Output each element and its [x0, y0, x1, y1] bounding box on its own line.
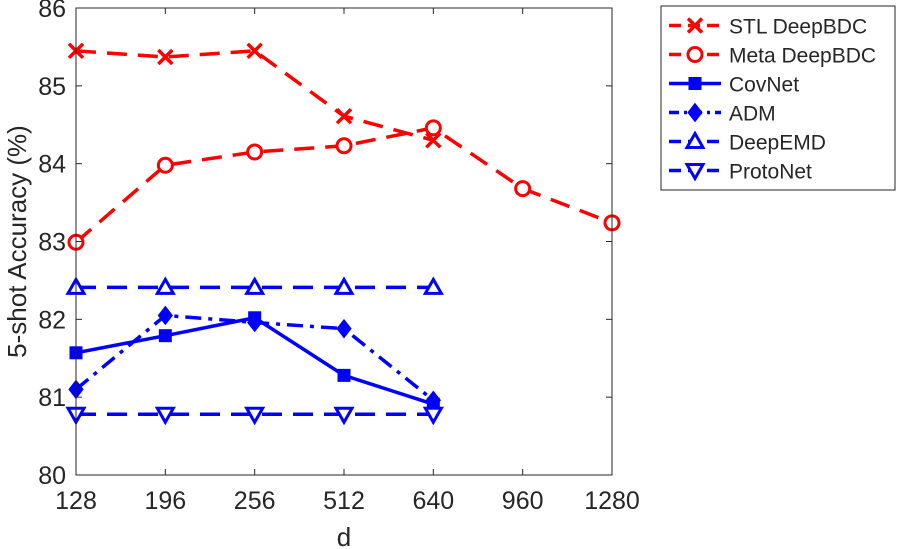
marker-triangle-down: [154, 406, 176, 426]
legend-box: [660, 5, 896, 191]
plot-frame: [75, 7, 613, 476]
marker-circle: [246, 143, 264, 161]
series-deepemd: [65, 276, 444, 295]
marker-circle: [424, 119, 442, 137]
legend-entry: DeepEMD: [669, 130, 826, 155]
x-axis: 128 196 256 512 640 960 1280: [55, 8, 640, 515]
legend-label: ProtoNet: [729, 161, 812, 184]
marker-diamond: [687, 102, 703, 123]
marker-triangle-up: [154, 276, 176, 295]
marker-triangle-up: [422, 276, 444, 295]
marker-circle: [156, 156, 174, 174]
y-tick-label: 83: [38, 229, 66, 257]
marker-triangle-down: [422, 406, 444, 426]
series-protonet: [65, 406, 444, 426]
marker-circle: [686, 46, 704, 63]
marker-diamond: [336, 318, 352, 339]
marker-x: [686, 17, 704, 34]
marker-triangle-down: [333, 406, 355, 426]
marker-triangle-down: [684, 163, 706, 182]
series-line: [75, 49, 434, 143]
series-stl-deepbdc: [67, 42, 442, 149]
x-tick-label: 128: [55, 487, 97, 515]
series-meta-deepbdc: [67, 119, 621, 251]
series-adm: [68, 305, 441, 411]
marker-triangle-down: [244, 406, 266, 426]
x-tick-label: 196: [144, 487, 186, 515]
plot-marks: [65, 42, 621, 426]
x-axis-label: d: [337, 522, 351, 549]
marker-square: [158, 329, 172, 343]
legend-entry: CovNet: [669, 74, 799, 97]
marker-x: [335, 107, 353, 125]
marker-x: [157, 48, 174, 66]
marker-x: [246, 42, 263, 60]
legend-entry: Meta DeepBDC: [669, 45, 876, 68]
y-tick-label: 81: [38, 384, 66, 412]
y-axis-label: 5-shot Accuracy (%): [2, 125, 32, 358]
y-tick-label: 84: [38, 151, 66, 179]
legend-label: DeepEMD: [729, 132, 826, 155]
x-tick-label: 256: [234, 487, 276, 515]
legend-label: CovNet: [729, 74, 799, 97]
marker-triangle-up: [244, 276, 266, 295]
marker-square: [337, 368, 351, 382]
marker-x: [425, 132, 442, 149]
marker-circle: [514, 180, 532, 198]
x-tick-label: 512: [323, 487, 365, 515]
legend-label: ADM: [729, 103, 776, 126]
marker-triangle-up: [684, 130, 706, 149]
marker-triangle-up: [333, 276, 355, 295]
legend-label: Meta DeepBDC: [729, 45, 876, 68]
y-tick-label: 85: [38, 73, 66, 101]
y-tick-label: 86: [38, 0, 66, 23]
legend: STL DeepBDC Meta DeepBDC CovNet ADM DeepEMD P…: [660, 5, 896, 191]
legend-entry: STL DeepBDC: [669, 16, 867, 39]
marker-diamond: [247, 312, 263, 333]
y-axis: 80 81 82 83 84 85 86: [38, 0, 612, 490]
legend-entry: ADM: [669, 103, 776, 126]
marker-circle: [335, 137, 353, 155]
x-tick-label: 960: [502, 487, 544, 515]
marker-square: [688, 77, 702, 90]
legend-entry: ProtoNet: [669, 161, 812, 184]
x-tick-label: 1280: [584, 487, 640, 515]
x-tick-label: 640: [412, 487, 454, 515]
marker-diamond: [157, 305, 173, 326]
y-tick-label: 82: [38, 306, 66, 334]
legend-label: STL DeepBDC: [729, 16, 867, 39]
y-tick-label: 80: [38, 462, 66, 490]
